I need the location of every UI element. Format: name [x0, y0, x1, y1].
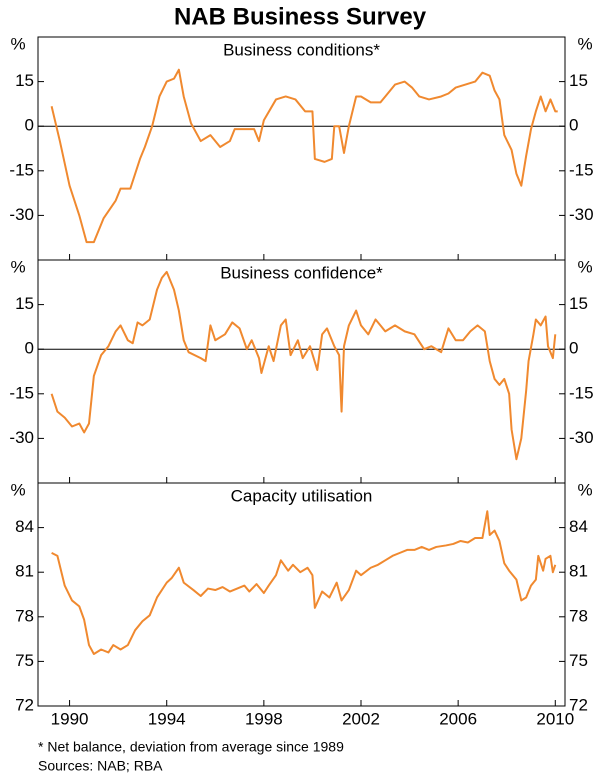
y-tick-label: -15 — [9, 383, 34, 402]
y-tick-label: 81 — [569, 562, 588, 581]
data-line — [50, 270, 557, 461]
panel-frame — [37, 259, 566, 484]
y-tick-label: 78 — [569, 606, 588, 625]
y-tick-label: -15 — [569, 383, 594, 402]
y-tick-label: 15 — [15, 71, 34, 90]
footnote: * Net balance, deviation from average si… — [38, 739, 344, 755]
unit-label: % — [10, 480, 25, 499]
unit-label: % — [577, 480, 592, 499]
y-tick-label: 78 — [15, 606, 34, 625]
chart-title: NAB Business Survey — [174, 3, 427, 30]
y-tick-label: 84 — [569, 517, 588, 536]
x-tick-label: 1994 — [148, 709, 186, 728]
y-tick-label: -15 — [9, 160, 34, 179]
source-note: Sources: NAB; RBA — [38, 758, 163, 774]
x-tick-label: 2006 — [439, 709, 477, 728]
panel-frame — [37, 36, 566, 261]
x-tick-label: 1998 — [245, 709, 283, 728]
x-tick-label: 2010 — [536, 709, 574, 728]
y-tick-label: -30 — [9, 428, 34, 447]
x-tick-label: 2002 — [342, 709, 380, 728]
data-line — [51, 510, 557, 655]
y-tick-label: 75 — [15, 651, 34, 670]
unit-label: % — [577, 257, 592, 276]
y-tick-label: 0 — [569, 116, 578, 135]
x-tick-label: 1990 — [51, 709, 89, 728]
y-tick-label: 15 — [569, 294, 588, 313]
data-line — [50, 68, 558, 244]
y-tick-label: -30 — [9, 205, 34, 224]
y-tick-label: 0 — [569, 339, 578, 358]
y-tick-label: 15 — [15, 294, 34, 313]
y-tick-label: 15 — [569, 71, 588, 90]
y-tick-label: 84 — [15, 517, 34, 536]
unit-label: % — [10, 34, 25, 53]
panel-frame — [37, 482, 566, 707]
y-tick-label: -30 — [569, 428, 594, 447]
unit-label: % — [577, 34, 592, 53]
y-tick-label: 72 — [569, 695, 588, 714]
y-tick-label: 72 — [15, 695, 34, 714]
unit-label: % — [10, 257, 25, 276]
y-tick-label: 0 — [25, 339, 34, 358]
y-tick-label: 75 — [569, 651, 588, 670]
panel-title: Business conditions* — [223, 40, 380, 59]
y-tick-label: -30 — [569, 205, 594, 224]
panel-title: Business confidence* — [220, 263, 383, 282]
y-tick-label: 0 — [25, 116, 34, 135]
y-tick-label: 81 — [15, 562, 34, 581]
panel-title: Capacity utilisation — [231, 486, 373, 505]
y-tick-label: -15 — [569, 160, 594, 179]
